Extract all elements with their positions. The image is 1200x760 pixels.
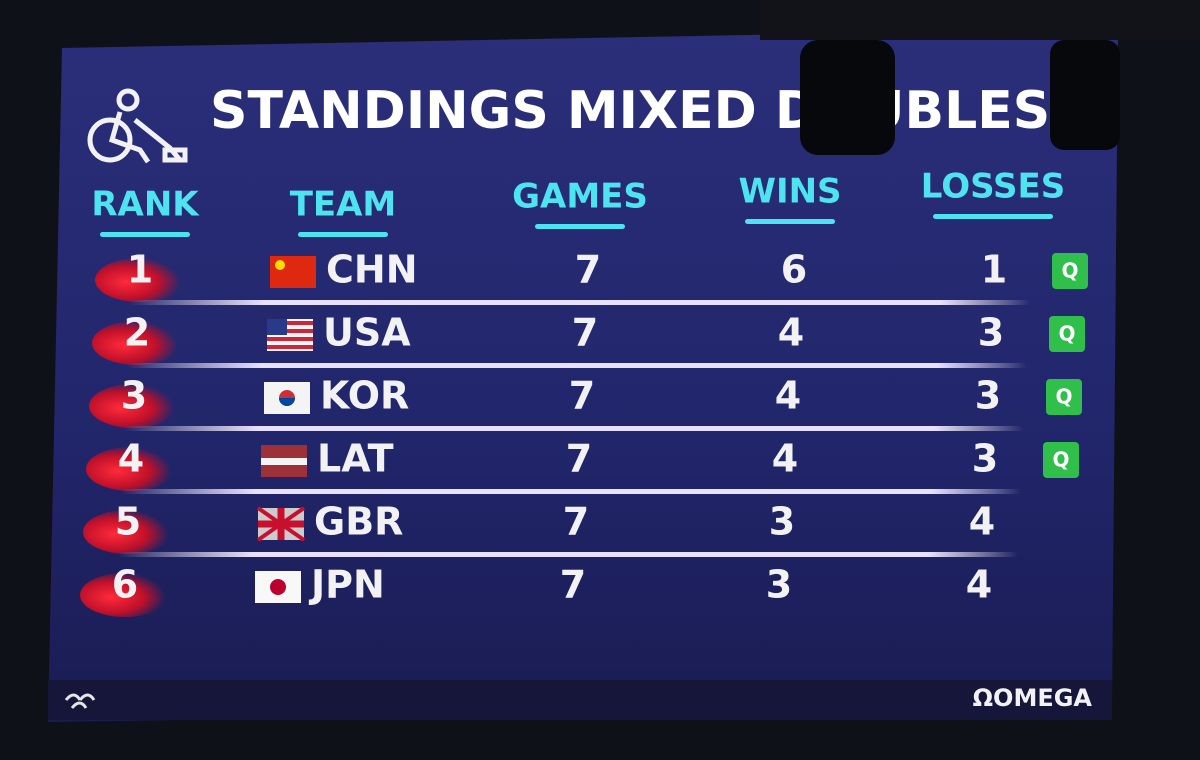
flag-canton [267,319,287,335]
row-separator [118,552,1018,557]
losses: 3 [972,437,998,481]
row-separator [124,426,1024,431]
team: CHN [326,248,418,292]
wins: 3 [766,563,792,607]
games: 7 [572,311,598,355]
column-header: LOSSES [921,167,1066,207]
row-separator [130,300,1030,305]
rank: 2 [124,311,150,355]
column-header: WINS [738,172,841,212]
qualified-badge [1046,379,1082,415]
flag-sun [270,579,286,595]
qualified-badge [1043,442,1079,478]
rank: 4 [118,437,144,481]
row-separator [127,363,1027,368]
column-underline [535,224,625,229]
screen-footer [48,680,1112,720]
losses: 4 [969,500,995,544]
team: JPN [308,563,385,607]
games: 7 [569,374,595,418]
qualified-label: Q [1052,448,1069,472]
rank-swoosh [83,510,173,554]
losses: 1 [981,248,1007,292]
column-underline [298,232,388,237]
column-underline [745,219,835,224]
rank: 3 [121,374,147,418]
sponsor-logo: ΩOMEGA [973,684,1093,712]
flag-star [275,260,285,270]
flag-stripe [267,329,313,333]
flag-stripe [267,321,313,325]
qualified-label: Q [1055,385,1072,409]
column-underline [100,232,190,237]
flag-stripe [261,458,307,465]
rank: 6 [112,563,138,607]
table-row: 1 CHN 7 6 1 Q [95,248,1088,305]
column-header: TEAM [290,185,397,225]
rank: 5 [115,500,141,544]
table-row: 6 JPN 7 3 4 [80,563,992,617]
wins: 4 [772,437,798,481]
flag-circle-half [279,398,295,406]
curling-icon [87,88,188,164]
wins: 3 [769,500,795,544]
column-header: RANK [91,185,200,225]
rank-swoosh [89,384,179,428]
column-header: GAMES [512,177,648,217]
rank: 1 [127,248,153,292]
rank-swoosh [86,447,176,491]
games: 7 [566,437,592,481]
flag-cross [258,508,304,540]
losses: 3 [975,374,1001,418]
table-row: 4 LAT 7 4 3 Q [86,437,1079,494]
wins: 4 [775,374,801,418]
table-row: 2 USA 7 4 3 Q [92,311,1085,368]
losses: 3 [978,311,1004,355]
qualified-label: Q [1058,322,1075,346]
games: 7 [575,248,601,292]
paralympic-logo [64,693,96,709]
title: STANDINGS MIXED DOUBLES [210,81,1050,141]
rank-swoosh [80,573,170,617]
rank-swoosh [92,321,182,365]
team: KOR [320,374,409,418]
row-separator [121,489,1021,494]
column-underline [933,214,1053,219]
team: GBR [314,500,403,544]
team: LAT [317,437,394,481]
screen-panel [48,28,1118,722]
table-row: 5 GBR 7 3 4 [83,500,1018,557]
games: 7 [563,500,589,544]
rank-swoosh [95,258,185,302]
losses: 4 [966,563,992,607]
team: USA [323,311,411,355]
games: 7 [560,563,586,607]
flag [270,256,316,288]
wins: 6 [781,248,807,292]
flag-stripe [267,345,313,349]
flag-stripe [267,337,313,341]
qualified-label: Q [1061,259,1078,283]
table-row: 3 KOR 7 4 3 Q [89,374,1082,431]
qualified-badge [1052,253,1088,289]
stage-lights [760,0,1200,155]
wins: 4 [778,311,804,355]
qualified-badge [1049,316,1085,352]
